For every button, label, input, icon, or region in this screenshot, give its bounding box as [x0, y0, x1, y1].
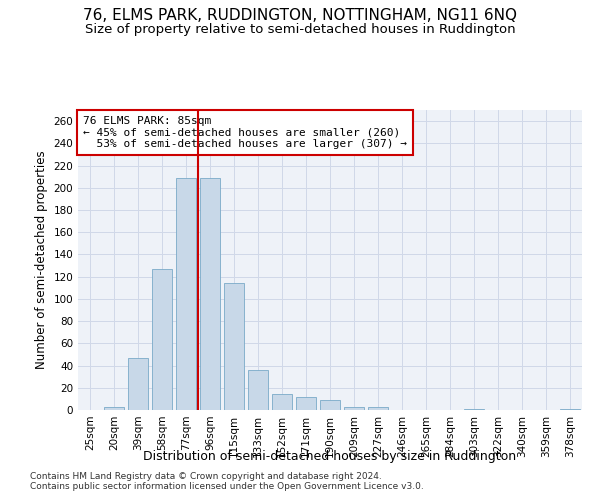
Y-axis label: Number of semi-detached properties: Number of semi-detached properties — [35, 150, 48, 370]
Bar — [368, 406, 388, 410]
Bar — [248, 370, 268, 410]
Text: Contains HM Land Registry data © Crown copyright and database right 2024.: Contains HM Land Registry data © Crown c… — [30, 472, 382, 481]
Text: Contains public sector information licensed under the Open Government Licence v3: Contains public sector information licen… — [30, 482, 424, 491]
Bar — [320, 400, 340, 410]
Bar — [128, 358, 148, 410]
Bar — [200, 178, 220, 410]
Text: Distribution of semi-detached houses by size in Ruddington: Distribution of semi-detached houses by … — [143, 450, 517, 463]
Bar — [560, 409, 580, 410]
Text: 76, ELMS PARK, RUDDINGTON, NOTTINGHAM, NG11 6NQ: 76, ELMS PARK, RUDDINGTON, NOTTINGHAM, N… — [83, 8, 517, 22]
Bar — [104, 406, 124, 410]
Bar — [344, 406, 364, 410]
Text: 76 ELMS PARK: 85sqm
← 45% of semi-detached houses are smaller (260)
  53% of sem: 76 ELMS PARK: 85sqm ← 45% of semi-detach… — [83, 116, 407, 149]
Bar — [224, 284, 244, 410]
Bar — [152, 269, 172, 410]
Bar — [464, 409, 484, 410]
Bar — [296, 396, 316, 410]
Text: Size of property relative to semi-detached houses in Ruddington: Size of property relative to semi-detach… — [85, 22, 515, 36]
Bar — [272, 394, 292, 410]
Bar — [176, 178, 196, 410]
